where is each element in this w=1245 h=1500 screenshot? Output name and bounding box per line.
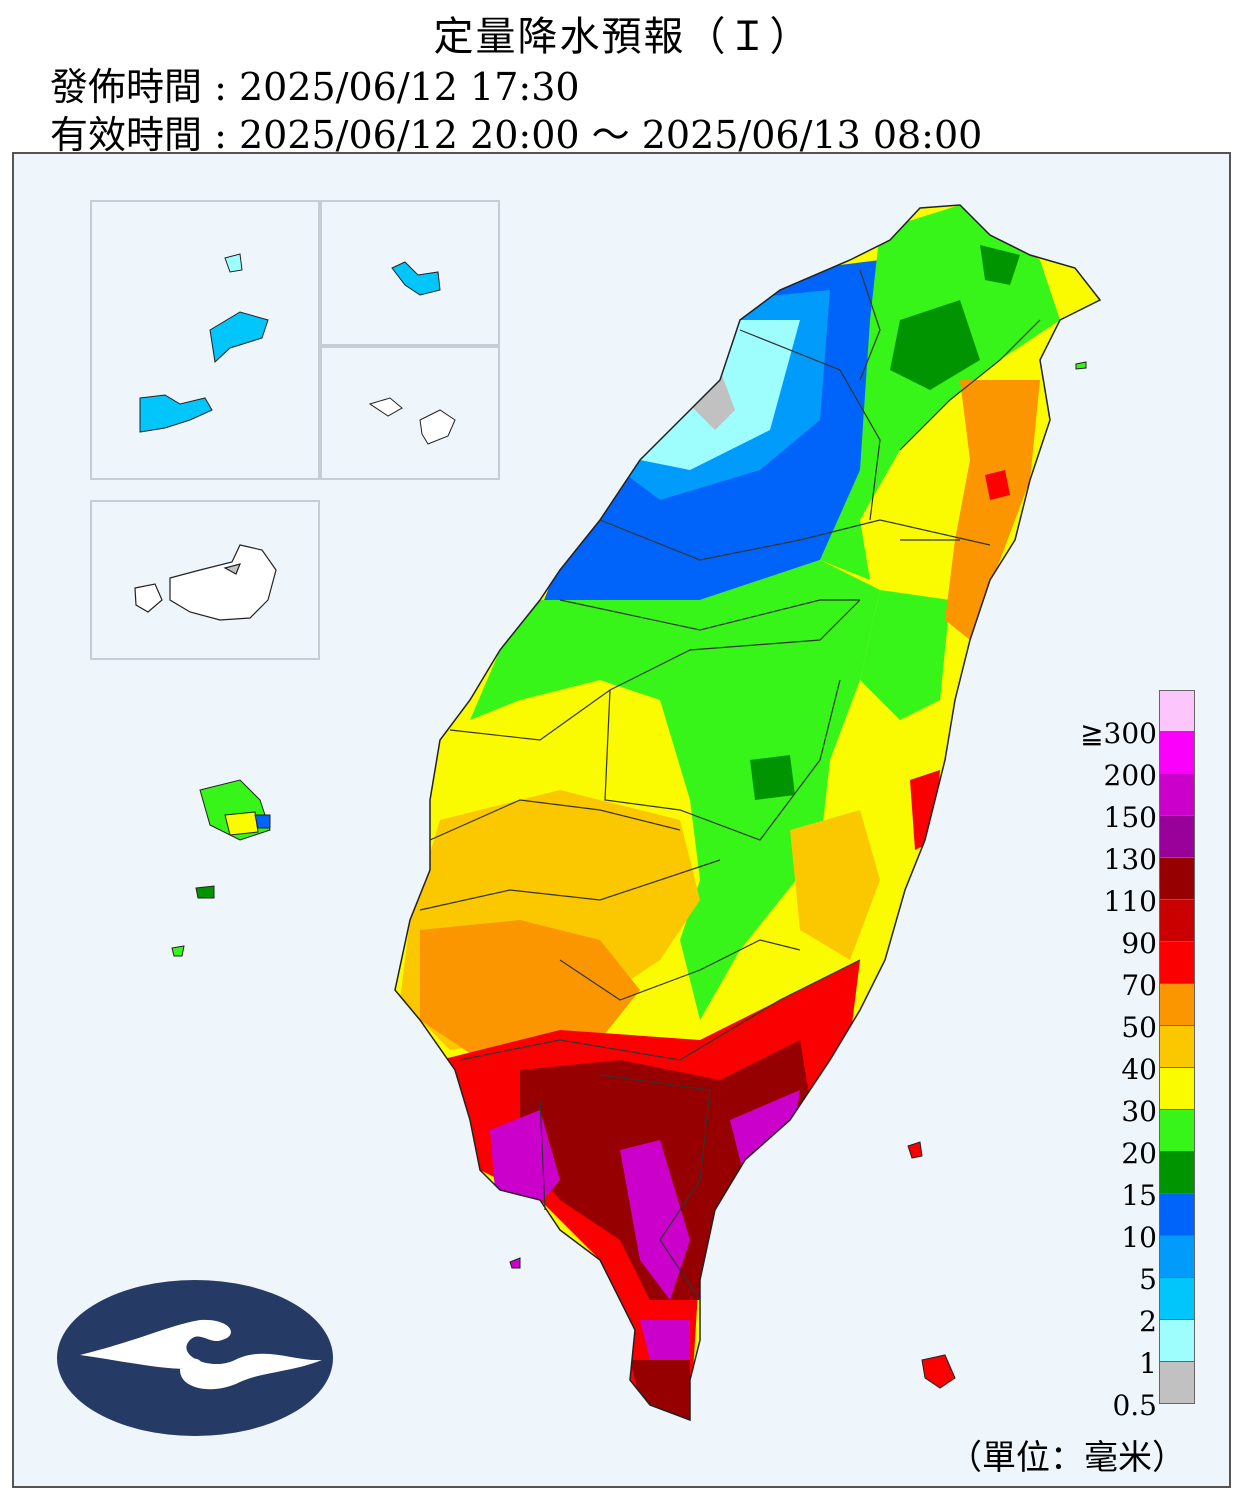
- kinmen-islands: [134, 544, 277, 621]
- legend-swatch-50: [1159, 984, 1195, 1026]
- wuqiu-islands: [391, 261, 441, 296]
- legend-label: 40: [1121, 1053, 1157, 1086]
- matsu-islands: [139, 253, 269, 433]
- legend-label: 15: [1121, 1179, 1157, 1212]
- inset-wuqiu: [320, 200, 500, 346]
- inset-dongyin: [320, 346, 500, 480]
- taiwan-rainfall: [395, 205, 1100, 1420]
- green-island: [907, 1141, 923, 1159]
- legend-swatch-150: [1159, 774, 1195, 816]
- legend-label: 10: [1121, 1221, 1157, 1254]
- dongyin-islands: [368, 397, 456, 445]
- legend-label: 150: [1103, 801, 1157, 834]
- county-boundaries: [419, 269, 1041, 1301]
- legend-label: 30: [1121, 1095, 1157, 1128]
- legend-swatch-30: [1159, 1068, 1195, 1110]
- legend-swatch-130: [1159, 816, 1195, 858]
- legend-swatch-1: [1159, 1320, 1195, 1362]
- legend-label: 50: [1121, 1011, 1157, 1044]
- legend-swatch-5: [1159, 1236, 1195, 1278]
- legend-label: 0.5: [1112, 1389, 1157, 1422]
- taiwan-outline: [394, 204, 1102, 1422]
- legend-colorbar: [1159, 690, 1195, 1404]
- legend-swatch-40: [1159, 1026, 1195, 1068]
- guishan-island: [1075, 361, 1087, 370]
- cwa-logo: [57, 1280, 333, 1436]
- liuqiu-island: [509, 1257, 521, 1269]
- legend-label: 110: [1103, 885, 1157, 918]
- legend-swatch-110: [1159, 858, 1195, 900]
- legend-swatch-300plus: [1159, 690, 1195, 732]
- legend-swatch-20: [1159, 1110, 1195, 1152]
- legend-swatch-2: [1159, 1278, 1195, 1320]
- legend-swatch-0-5: [1159, 1362, 1195, 1404]
- legend-swatch-15: [1159, 1152, 1195, 1194]
- inset-kinmen: [90, 500, 320, 660]
- map-title: 定量降水預報（Ｉ）: [433, 14, 812, 60]
- penghu-islands: [171, 779, 271, 957]
- legend-label: 5: [1139, 1263, 1157, 1296]
- valid-time: 有效時間 : 2025/06/12 20:00 ～ 2025/06/13 08:…: [50, 113, 983, 157]
- legend-label: 2: [1139, 1305, 1157, 1338]
- issue-time: 發佈時間 : 2025/06/12 17:30: [50, 65, 580, 109]
- legend-label: 130: [1103, 843, 1157, 876]
- legend-label: ≧300: [1080, 717, 1157, 750]
- legend-label: 1: [1139, 1347, 1157, 1380]
- legend-label: 20: [1121, 1137, 1157, 1170]
- inset-matsu: [90, 200, 320, 480]
- legend-label: 70: [1121, 969, 1157, 1002]
- unit-label: （單位：毫米）: [948, 1438, 1186, 1478]
- orchid-island: [921, 1354, 956, 1389]
- legend-swatch-10: [1159, 1194, 1195, 1236]
- legend-swatch-70: [1159, 942, 1195, 984]
- legend-label: 90: [1121, 927, 1157, 960]
- legend-label: 200: [1103, 759, 1157, 792]
- legend-swatch-200: [1159, 732, 1195, 774]
- legend-swatch-90: [1159, 900, 1195, 942]
